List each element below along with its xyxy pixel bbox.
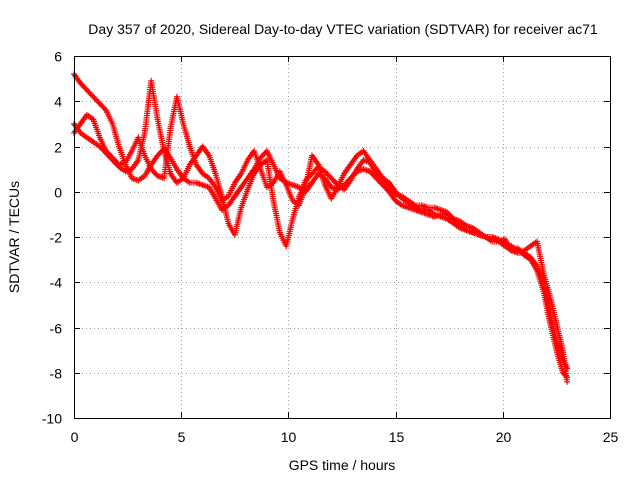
data-point: [564, 374, 571, 381]
chart-title: Day 357 of 2020, Sidereal Day-to-day VTE…: [88, 21, 598, 37]
x-tick-label: 15: [389, 429, 405, 445]
x-axis-label: GPS time / hours: [289, 457, 396, 473]
y-tick-label: 6: [54, 49, 62, 65]
data-marks: [71, 71, 571, 385]
y-tick-labels: 6 4 2 0 -2 -4 -6 -8 -10: [42, 49, 62, 427]
y-tick-label: -4: [50, 275, 63, 291]
series-track-c: [71, 93, 571, 381]
x-tick-label: 0: [71, 429, 79, 445]
series-track-b: [71, 77, 571, 385]
y-tick-label: -10: [42, 411, 62, 427]
axis-ticks: [74, 56, 611, 419]
x-tick-label: 10: [281, 429, 297, 445]
data-point: [101, 105, 108, 112]
y-axis-label: SDTVAR / TECUs: [6, 181, 22, 293]
x-tick-label: 20: [496, 429, 512, 445]
y-tick-label: 2: [54, 140, 62, 156]
y-tick-label: 0: [54, 185, 62, 201]
x-tick-label: 5: [178, 429, 186, 445]
x-tick-labels: 0 5 10 15 20 25: [71, 429, 619, 445]
y-tick-label: -8: [50, 366, 63, 382]
y-tick-label: 4: [54, 94, 62, 110]
y-tick-label: -6: [50, 321, 63, 337]
x-tick-label: 25: [603, 429, 619, 445]
y-tick-label: -2: [50, 230, 63, 246]
